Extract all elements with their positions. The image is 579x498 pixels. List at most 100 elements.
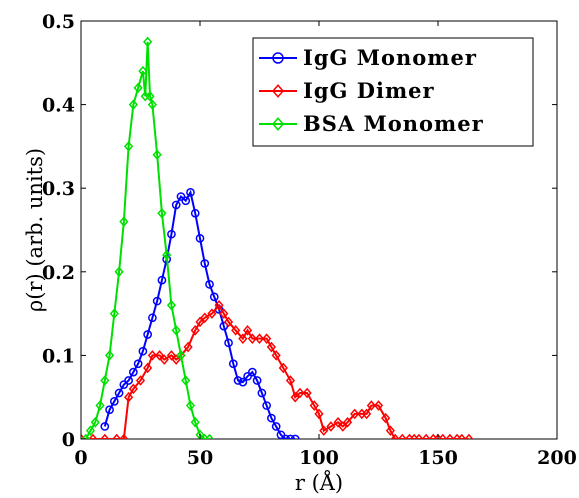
data-point	[381, 412, 391, 424]
data-point	[171, 325, 181, 336]
data-point	[124, 391, 134, 403]
data-point	[181, 375, 191, 386]
data-point	[148, 313, 157, 323]
legend-box	[252, 37, 534, 147]
data-point	[224, 338, 233, 348]
data-point	[262, 401, 271, 410]
data-point	[278, 362, 288, 374]
legend-item: IgG Monomer	[259, 45, 476, 70]
legend-item: IgG Dimer	[259, 78, 435, 103]
data-point	[186, 188, 195, 197]
data-point	[133, 82, 143, 94]
data-point	[207, 308, 217, 319]
x-tick-label: 200	[537, 447, 577, 469]
data-point	[195, 316, 205, 328]
data-point	[147, 350, 157, 361]
data-point	[228, 359, 238, 369]
data-point	[152, 296, 162, 306]
data-point	[183, 341, 193, 353]
data-point	[124, 141, 134, 152]
data-point	[219, 308, 229, 319]
data-point	[414, 433, 424, 439]
data-point	[464, 433, 474, 439]
data-point	[109, 397, 119, 406]
data-point	[457, 433, 467, 439]
legend: IgG Monomer IgG Dimer BSA Monomer	[252, 37, 534, 147]
data-point	[243, 325, 253, 336]
data-point	[176, 350, 186, 361]
data-point	[119, 216, 129, 227]
data-point	[204, 433, 215, 439]
data-point	[135, 375, 146, 386]
data-point	[271, 350, 281, 361]
data-point	[145, 90, 155, 102]
data-point	[309, 400, 319, 411]
y-tick-label: 0	[62, 429, 75, 451]
data-point	[350, 408, 360, 420]
data-point	[285, 375, 296, 386]
data-point	[95, 400, 105, 411]
data-point	[209, 292, 219, 302]
y-tick-label: 0.1	[42, 345, 75, 367]
data-point	[154, 350, 165, 361]
data-point	[185, 400, 196, 411]
data-point	[112, 433, 122, 439]
data-point	[200, 312, 210, 324]
data-point	[157, 207, 167, 219]
data-point	[302, 387, 312, 399]
x-tick-label: 0	[74, 447, 87, 469]
y-tick-label: 0.5	[42, 11, 75, 33]
series-line	[84, 41, 210, 439]
data-point	[100, 375, 110, 386]
series-igg-dimer	[81, 299, 474, 439]
data-point	[290, 391, 300, 403]
data-point	[266, 341, 276, 353]
data-point	[143, 36, 153, 48]
data-point	[223, 316, 234, 328]
data-point	[286, 434, 295, 439]
data-point	[290, 434, 300, 439]
data-point	[85, 425, 96, 436]
legend-marker	[272, 52, 284, 64]
legend-item: BSA Monomer	[259, 111, 483, 136]
data-point	[238, 333, 248, 344]
data-point	[181, 196, 191, 206]
data-point	[338, 421, 348, 432]
data-point	[114, 388, 124, 398]
data-point	[152, 149, 162, 161]
data-point	[342, 416, 353, 428]
data-point	[171, 354, 181, 365]
data-point	[421, 433, 431, 439]
data-point	[129, 367, 138, 377]
data-point	[247, 333, 257, 344]
ticks-layer: 0 50 100 150 200 0 0.1 0.2 0.3 0.4 0.5	[42, 11, 577, 469]
data-point	[445, 433, 455, 439]
y-tick-label: 0.3	[42, 178, 75, 200]
data-point	[128, 99, 138, 110]
data-point	[319, 425, 329, 436]
data-point	[124, 376, 133, 385]
data-point	[90, 416, 100, 428]
data-point	[105, 405, 114, 415]
data-point	[167, 229, 176, 239]
data-point	[281, 434, 291, 439]
data-point	[133, 359, 143, 369]
series-igg-monomer	[100, 188, 300, 439]
data-point	[109, 308, 119, 319]
x-tick-label: 150	[418, 447, 458, 469]
data-point	[200, 259, 210, 268]
data-point	[267, 413, 276, 423]
data-point	[100, 422, 110, 431]
data-point	[119, 433, 129, 439]
data-point	[333, 416, 343, 428]
data-point	[205, 279, 214, 289]
data-point	[373, 400, 384, 411]
data-point	[143, 330, 152, 339]
legend-label: IgG Dimer	[303, 78, 435, 103]
data-point	[128, 383, 138, 395]
data-point	[190, 208, 200, 218]
data-point	[254, 333, 265, 344]
data-point	[314, 408, 324, 420]
y-tick-label: 0.2	[42, 262, 75, 284]
